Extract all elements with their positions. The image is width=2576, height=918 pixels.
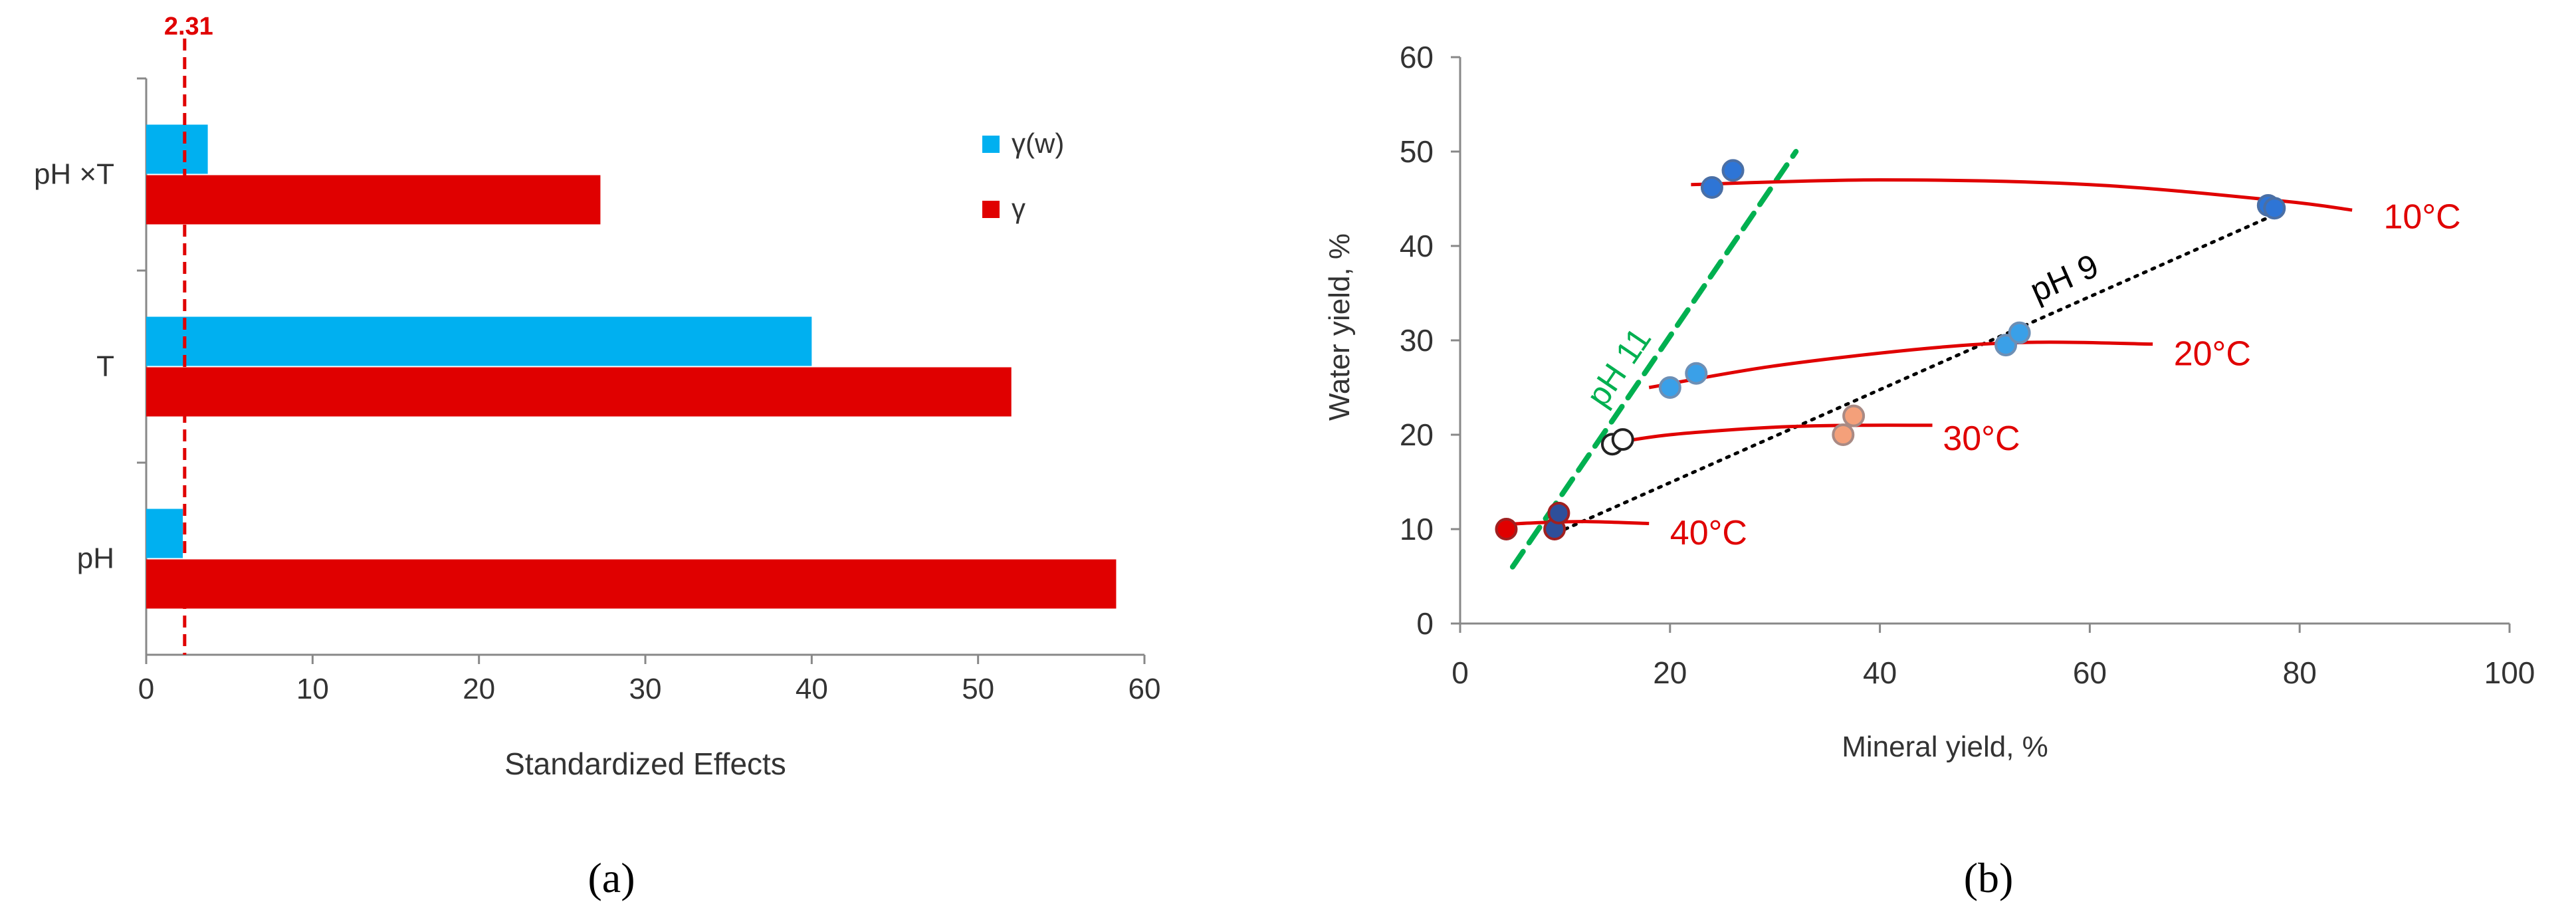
b-trend-lines xyxy=(1509,149,2270,570)
b-point xyxy=(1842,404,1866,427)
b-x-tick-label: 0 xyxy=(1451,655,1469,690)
b-x-tick-label: 100 xyxy=(2484,655,2535,690)
a-bar-ph-gamma-w xyxy=(146,509,183,558)
b-point xyxy=(1658,376,1681,399)
b-point xyxy=(2263,197,2286,220)
a-legend-swatch-gamma-w xyxy=(982,136,1000,153)
b-point xyxy=(1721,159,1745,182)
b-y-tick-label: 0 xyxy=(1416,606,1434,641)
a-bar-t-gamma xyxy=(146,367,1012,417)
b-axis-ticks xyxy=(1451,56,2511,633)
b-trend-ph-9 xyxy=(1563,215,2270,531)
a-x-tick-label: 10 xyxy=(296,673,329,705)
b-y-tick-label: 30 xyxy=(1400,323,1434,358)
a-legend-swatch-gamma xyxy=(982,201,1000,218)
b-y-tick-label: 50 xyxy=(1400,134,1434,169)
b-x-tick-label: 80 xyxy=(2283,655,2317,690)
a-x-tick-labels: 0 10 20 30 40 50 60 xyxy=(138,673,1161,705)
a-caption: (a) xyxy=(588,854,635,901)
a-x-tick-label: 30 xyxy=(629,673,662,705)
b-y-tick-label: 20 xyxy=(1400,417,1434,452)
b-point xyxy=(1700,175,1723,199)
b-x-tick-label: 60 xyxy=(2073,655,2107,690)
a-x-tick-label: 50 xyxy=(962,673,994,705)
b-curve-20-c xyxy=(1648,340,2153,390)
b-x-tick-label: 20 xyxy=(1653,655,1687,690)
a-bar-ph-gamma xyxy=(146,559,1117,609)
a-bar-ph-t-gamma xyxy=(146,175,601,225)
b-y-tick-label: 10 xyxy=(1400,512,1434,546)
a-bar-ph-t-gamma-w xyxy=(146,124,208,174)
b-curve-label-10-c: 10°C xyxy=(2384,197,2461,236)
b-curve-label-30-c: 30°C xyxy=(1943,419,2020,458)
b-points xyxy=(1495,159,2286,540)
a-category-label-t: T xyxy=(96,350,114,383)
panel-a: 2.31 0 10 20 30 40 50 60 pH TpH ×T Standardized… xyxy=(34,13,1161,901)
b-x-tick-labels: 0 20 40 60 80 100 xyxy=(1451,655,2535,690)
a-reference-label: 2.31 xyxy=(164,13,213,41)
b-x-tick-label: 40 xyxy=(1863,655,1897,690)
a-bar-t-gamma-w xyxy=(146,316,812,366)
panel-b: 0 20 40 60 80 100 0 10 20 30 40 50 60 10°C 20°C 30°C 4… xyxy=(1323,40,2535,901)
b-x-axis-title: Mineral yield, % xyxy=(1842,731,2048,763)
b-point xyxy=(1547,501,1570,524)
b-curve-30-c xyxy=(1606,423,1933,446)
a-category-label-ph: pH xyxy=(77,542,114,575)
b-point xyxy=(1994,334,2018,357)
b-point xyxy=(1611,428,1634,451)
a-x-tick-label: 60 xyxy=(1128,673,1161,705)
a-category-labels: pH TpH ×T xyxy=(34,158,114,575)
b-trend-label-ph-9: pH 9 xyxy=(2024,247,2103,309)
b-curve-label-40-c: 40°C xyxy=(1670,514,1747,552)
a-legend-label-gamma-w: γ(w) xyxy=(1012,128,1064,159)
a-legend: γ(w) γ xyxy=(982,128,1064,224)
b-point xyxy=(1495,518,1518,540)
b-caption: (b) xyxy=(1964,854,2014,901)
b-curve-10-c xyxy=(1691,178,2353,212)
b-y-tick-labels: 0 10 20 30 40 50 60 xyxy=(1400,40,1434,641)
b-point xyxy=(2008,321,2031,344)
b-y-tick-label: 40 xyxy=(1400,229,1434,263)
b-curve-label-20-c: 20°C xyxy=(2174,334,2251,373)
a-axis-ticks xyxy=(137,77,1146,664)
a-x-tick-label: 20 xyxy=(463,673,495,705)
a-x-axis-title: Standardized Effects xyxy=(504,746,786,781)
b-point xyxy=(1685,362,1708,385)
a-legend-label-gamma: γ xyxy=(1012,193,1025,224)
b-trend-ph-11 xyxy=(1509,149,1799,570)
b-y-tick-label: 60 xyxy=(1400,40,1434,74)
b-point xyxy=(1832,423,1855,446)
a-bars xyxy=(146,124,1117,609)
a-x-tick-label: 0 xyxy=(138,673,154,705)
b-y-axis-title: Water yield, % xyxy=(1323,233,1356,421)
b-curve-40-c xyxy=(1502,520,1650,526)
a-x-tick-label: 40 xyxy=(796,673,828,705)
a-category-label-ph-t: pH ×T xyxy=(34,158,114,191)
